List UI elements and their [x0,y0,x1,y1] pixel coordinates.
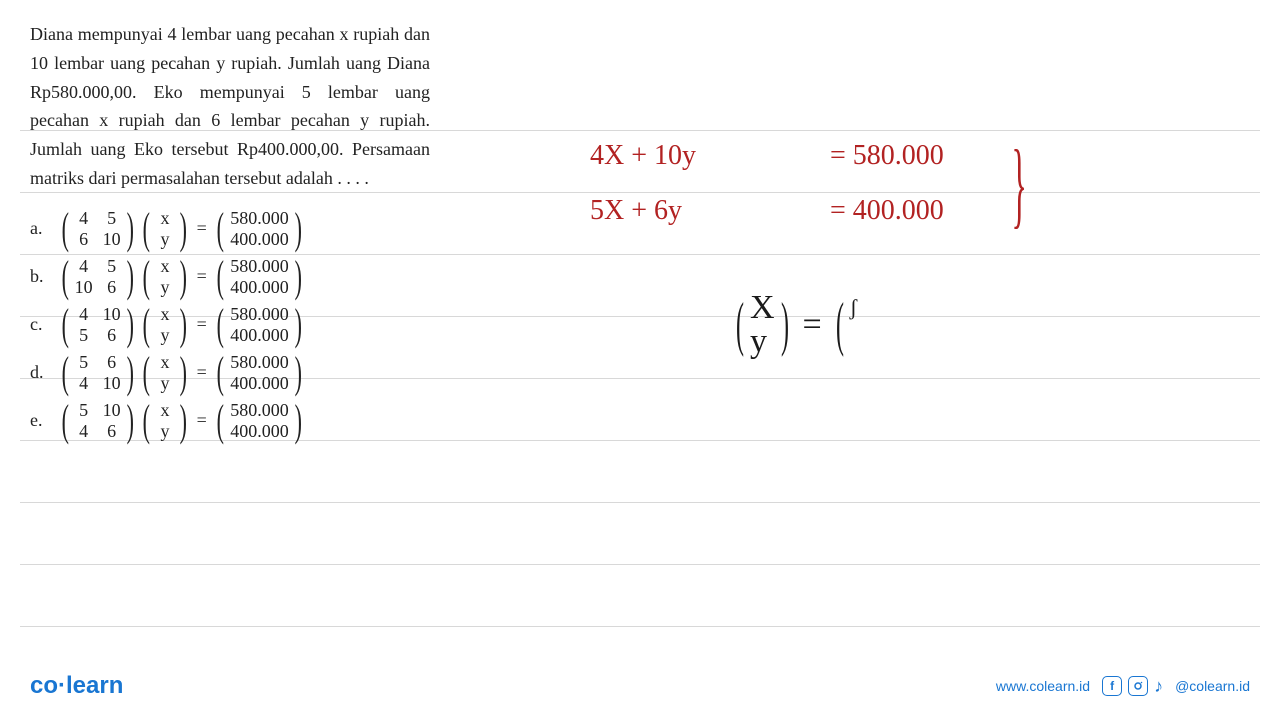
matrix-equation: (56410)(xy)=(580.000400.000) [58,351,306,395]
paren-left-2: ( [836,290,844,359]
paren-right: ) [781,290,789,359]
logo-dot: · [58,672,66,699]
footer-right: www.colearn.id f ♪ @colearn.id [996,676,1250,697]
problem-text: Diana mempunyai 4 lembar uang pecahan x … [30,20,430,193]
red-brace: } [1012,131,1027,240]
options-list: a.(45610)(xy)=(580.000400.000)b.(45106)(… [30,207,430,443]
red-eq2-rhs: = 400.000 [830,195,944,227]
option-label: b. [30,262,58,291]
black-partial: ʃ [850,297,857,319]
matrix-equation: (45610)(xy)=(580.000400.000) [58,207,306,251]
option-row: d.(56410)(xy)=(580.000400.000) [30,351,430,395]
facebook-icon[interactable]: f [1102,676,1122,696]
footer-handle[interactable]: @colearn.id [1175,678,1250,694]
social-icons: f ♪ [1102,676,1163,697]
option-row: c.(41056)(xy)=(580.000400.000) [30,303,430,347]
red-eq1-rhs: = 580.000 [830,140,944,172]
logo-co: co [30,672,58,699]
option-label: d. [30,358,58,387]
option-label: e. [30,406,58,435]
tiktok-icon[interactable]: ♪ [1154,676,1163,697]
red-eq2-lhs: 5X + 6y [590,195,682,227]
paren-left: ( [736,290,744,359]
matrix-equation: (45106)(xy)=(580.000400.000) [58,255,306,299]
matrix-equation: (51046)(xy)=(580.000400.000) [58,399,306,443]
problem-block: Diana mempunyai 4 lembar uang pecahan x … [30,20,430,447]
equals: = [803,306,822,344]
logo-learn: learn [66,672,123,699]
black-matrix-eq: ( X y ) = ( ʃ [730,290,870,359]
logo: co·learn [30,672,123,700]
footer: co·learn www.colearn.id f ♪ @colearn.id [30,672,1250,700]
instagram-icon[interactable] [1128,676,1148,696]
matrix-equation: (41056)(xy)=(580.000400.000) [58,303,306,347]
option-row: a.(45610)(xy)=(580.000400.000) [30,207,430,251]
option-row: e.(51046)(xy)=(580.000400.000) [30,399,430,443]
option-label: c. [30,310,58,339]
footer-url[interactable]: www.colearn.id [996,678,1090,694]
black-x: X [750,291,775,325]
red-eq1-lhs: 4X + 10y [590,140,696,172]
black-y: y [750,325,775,359]
option-row: b.(45106)(xy)=(580.000400.000) [30,255,430,299]
option-label: a. [30,214,58,243]
